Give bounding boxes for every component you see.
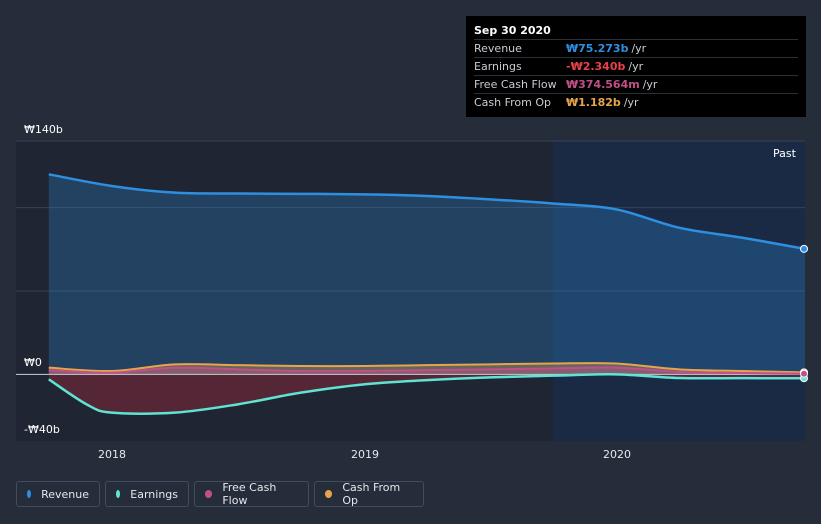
tooltip-unit: /yr — [631, 42, 647, 55]
past-label: Past — [773, 147, 796, 160]
tooltip: Sep 30 2020 Revenue ₩75.273b /yr Earning… — [466, 16, 806, 117]
tooltip-unit: /yr — [623, 96, 639, 109]
series-endpoint-revenue — [800, 244, 808, 253]
tooltip-value: ₩75.273b — [566, 42, 629, 55]
legend-dot-icon — [116, 490, 121, 498]
y-tick-label-top: ₩140b — [24, 123, 63, 136]
tooltip-row-revenue: Revenue ₩75.273b /yr — [474, 39, 798, 57]
tooltip-unit: /yr — [642, 78, 658, 91]
series-line-free-cash-flow — [48, 366, 806, 375]
tooltip-label: Cash From Op — [474, 96, 552, 109]
tooltip-value: ₩1.182b — [566, 96, 621, 109]
series-area-revenue — [48, 174, 806, 375]
tooltip-row-cash-from-op: Cash From Op ₩1.182b /yr — [474, 93, 798, 111]
tooltip-label: Earnings — [474, 60, 522, 73]
x-tick-label-2019: 2019 — [351, 448, 379, 461]
tooltip-value: ₩374.564m — [566, 78, 640, 91]
series-line-revenue — [48, 173, 806, 251]
tooltip-row-earnings: Earnings -₩2.340b /yr — [474, 57, 798, 75]
legend-item-earnings[interactable]: Earnings — [105, 481, 189, 507]
legend-dot-icon — [205, 490, 213, 498]
tooltip-label: Free Cash Flow — [474, 78, 557, 91]
legend-label: Earnings — [130, 487, 178, 501]
tooltip-unit: /yr — [628, 60, 644, 73]
y-tick-label-bottom: -₩40b — [24, 423, 60, 436]
legend: Revenue Earnings Free Cash Flow Cash Fro… — [16, 481, 425, 507]
tooltip-value: -₩2.340b — [566, 60, 626, 73]
series-endpoint-free-cash-flow — [800, 369, 808, 378]
legend-item-cash-from-op[interactable]: Cash From Op — [314, 481, 424, 507]
y-tick-label-zero: ₩0 — [24, 356, 42, 369]
legend-label: Free Cash Flow — [222, 481, 277, 507]
tooltip-row-free-cash-flow: Free Cash Flow ₩374.564m /yr — [474, 75, 798, 93]
series-line-cash-from-op — [48, 362, 806, 374]
series-line-earnings — [48, 373, 806, 415]
legend-dot-icon — [325, 490, 333, 498]
legend-item-revenue[interactable]: Revenue — [16, 481, 100, 507]
legend-item-free-cash-flow[interactable]: Free Cash Flow — [194, 481, 309, 507]
tooltip-date: Sep 30 2020 — [474, 24, 551, 37]
tooltip-label: Revenue — [474, 42, 522, 55]
x-tick-label-2020: 2020 — [603, 448, 631, 461]
x-tick-label-2018: 2018 — [98, 448, 126, 461]
legend-label: Cash From Op — [342, 481, 401, 507]
legend-label: Revenue — [41, 487, 89, 501]
legend-dot-icon — [27, 490, 32, 498]
